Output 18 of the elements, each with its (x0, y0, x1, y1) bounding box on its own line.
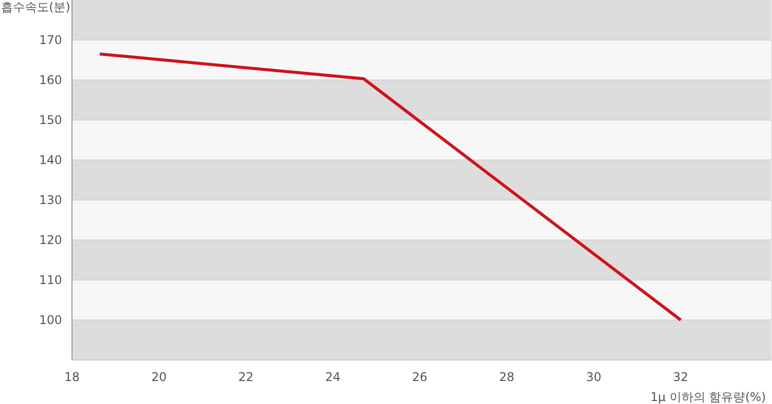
x-tick-label: 20 (151, 370, 167, 384)
y-tick-label: 170 (39, 33, 62, 47)
y-tick-label: 150 (39, 113, 62, 127)
y-tick-label: 100 (39, 313, 62, 327)
y-tick-label: 130 (39, 193, 62, 207)
x-tick-label: 22 (238, 370, 254, 384)
y-tick-label: 140 (39, 153, 62, 167)
x-tick-label: 28 (499, 370, 514, 384)
x-axis-title: 1μ 이하의 함유량(%) (650, 390, 766, 404)
x-tick-label: 18 (64, 370, 80, 384)
y-axis-title: 흡수속도(분) (1, 0, 70, 14)
y-tick-label: 110 (39, 273, 62, 287)
x-tick-label: 30 (586, 370, 602, 384)
x-tick-label: 26 (412, 370, 428, 384)
y-tick-label: 160 (39, 73, 62, 87)
y-tick-label: 120 (39, 233, 62, 247)
x-tick-label: 24 (325, 370, 341, 384)
x-tick-label: 32 (673, 370, 688, 384)
